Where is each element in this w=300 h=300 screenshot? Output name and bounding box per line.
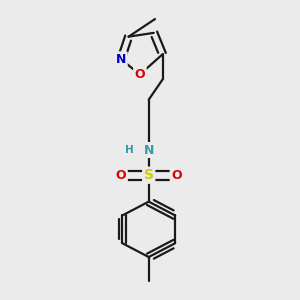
Text: O: O: [171, 169, 182, 182]
Text: S: S: [144, 168, 154, 182]
Text: O: O: [135, 68, 145, 81]
Text: O: O: [116, 169, 126, 182]
Text: H: H: [125, 145, 134, 155]
Text: N: N: [144, 143, 154, 157]
Text: N: N: [116, 53, 126, 66]
